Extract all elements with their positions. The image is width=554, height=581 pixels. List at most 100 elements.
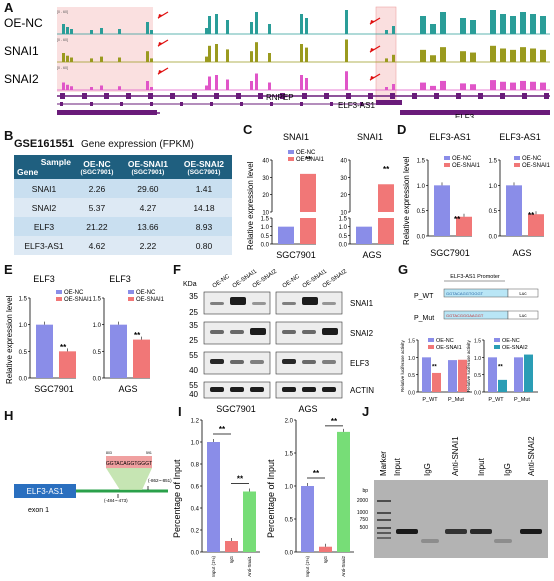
blot-band <box>302 297 318 305</box>
marker-band <box>377 519 391 521</box>
signal-peak <box>345 39 348 62</box>
exon-block <box>368 93 373 99</box>
signal-peak <box>510 49 516 62</box>
exon-block <box>478 93 483 99</box>
y-tick-label: 1.5 <box>489 159 498 165</box>
signal-peak <box>420 82 426 90</box>
table-caption: GSE161551 Gene expression (FPKM) <box>14 138 194 150</box>
mw-marker: 35 <box>189 321 198 330</box>
gene-label-elf3as1: ELF3-AS1 <box>338 101 375 110</box>
exon-block <box>500 93 505 99</box>
bar <box>488 357 497 392</box>
legend-label: OE-SNAI1 <box>452 163 481 169</box>
exon-block <box>180 102 183 106</box>
bp-value: 750 <box>360 517 369 523</box>
y-tick-label: 1.2 <box>191 419 200 425</box>
x-axis-label: AGS <box>118 384 137 394</box>
y-tick-label: 30 <box>340 176 347 182</box>
promoter-sequence: GGTACAGGTGGGT <box>446 291 484 296</box>
red-arrow-head <box>158 42 162 47</box>
signal-peak <box>540 82 546 90</box>
bar <box>319 546 332 552</box>
bar <box>36 324 53 378</box>
x-tick-label: P_Mut <box>514 397 530 403</box>
track-scale: [0 - 60] <box>57 38 68 42</box>
motif-number: 803 <box>106 451 112 455</box>
exon-block <box>120 102 123 106</box>
y-axis-label: Percentage of Input <box>172 459 182 538</box>
exon-block <box>544 93 549 99</box>
gene-label-elf3: ELF3 <box>455 113 475 118</box>
track-label: SNAI1 <box>4 44 39 58</box>
signal-peak <box>62 24 65 34</box>
exon-label: exon 1 <box>28 507 49 514</box>
bar <box>422 357 431 392</box>
header-gene: Gene <box>17 167 39 177</box>
promoter-diagram-panel: ELF3-AS1 exon 1 GGTACAGGTGGGT 803 591 (-862~-… <box>14 451 172 514</box>
signal-peak <box>460 51 466 62</box>
lane-label: OE-NC <box>282 273 302 289</box>
signal-peak <box>470 20 476 34</box>
y-axis-label: Percentage of Input <box>266 459 276 538</box>
bar <box>59 351 76 378</box>
expression-table: Sample Gene OE-NC (SGC7901) OE-SNAI1 (SGC7… <box>14 155 232 255</box>
y-tick-label: 0.5 <box>93 350 102 356</box>
legend-swatch <box>128 290 134 294</box>
y-tick-label: 1.5 <box>339 217 348 223</box>
signal-peak <box>530 81 536 90</box>
y-tick-label: 0.0 <box>261 243 270 249</box>
bar <box>300 218 316 244</box>
panel-label-d: D <box>397 122 407 137</box>
signal-peak <box>250 22 253 34</box>
gel-background <box>374 480 548 558</box>
bar <box>207 442 220 552</box>
signal-peak <box>430 24 436 34</box>
x-axis-label: SGC7901 <box>34 384 74 394</box>
blot-band <box>322 360 336 364</box>
signal-peak <box>345 71 348 90</box>
lane-label: Anti-SNAI1 <box>451 436 460 476</box>
y-axis-label: Relative expression level <box>246 161 255 250</box>
blot-band <box>282 330 296 334</box>
legend-swatch <box>288 150 294 154</box>
faint-band <box>494 539 512 543</box>
exon-box <box>14 484 76 498</box>
lane-label: Input <box>477 457 486 476</box>
signal-peak <box>70 57 73 62</box>
header-sample: Sample <box>40 157 71 167</box>
signal-peak <box>208 76 211 90</box>
bp-label: bp <box>362 488 368 494</box>
bp-value: 500 <box>360 525 369 531</box>
y-tick-label: 10 <box>262 211 269 217</box>
table-header-row: Sample Gene OE-NC (SGC7901) OE-SNAI1 (SGC7… <box>14 155 232 179</box>
exon-block <box>324 93 329 99</box>
x-tick-label: IgG <box>229 556 234 564</box>
bar <box>514 357 523 392</box>
exon-block <box>240 102 243 106</box>
lane-label: Input <box>393 457 402 476</box>
bar <box>133 339 150 378</box>
bar <box>300 173 316 212</box>
exon-block <box>330 102 333 106</box>
table-row: SNAI1 2.26 29.60 1.41 <box>14 179 232 198</box>
exon-block <box>104 93 109 99</box>
bar <box>378 184 394 212</box>
chart-I-right: 0.0 0.5 1.0 1.5 2.0 Input (1%) IgG Anti-Snai2 Pe… <box>266 417 354 577</box>
y-tick-label: 0.0 <box>19 377 28 383</box>
blot-band <box>230 297 246 305</box>
bar <box>506 185 522 236</box>
signal-peak <box>300 44 303 62</box>
chart-C-right: 0.0 0.5 1.0 1.510 20 30 40 SNAI1 AGS ** <box>339 132 394 260</box>
track-label: OE-NC <box>4 16 43 30</box>
legend-swatch <box>494 338 500 342</box>
blot-band <box>250 328 266 335</box>
signal-peak <box>250 81 253 90</box>
significance-mark: ** <box>313 469 320 478</box>
signal-peak <box>62 82 65 90</box>
pcr-band <box>520 529 542 534</box>
mw-marker: 55 <box>189 351 198 360</box>
cell-line-label: AGS <box>298 404 317 414</box>
signal-peak <box>305 18 308 34</box>
motif-sequence: GGTACAGGTGGGT <box>106 461 152 467</box>
track-scale: [0 - 60] <box>57 10 68 14</box>
